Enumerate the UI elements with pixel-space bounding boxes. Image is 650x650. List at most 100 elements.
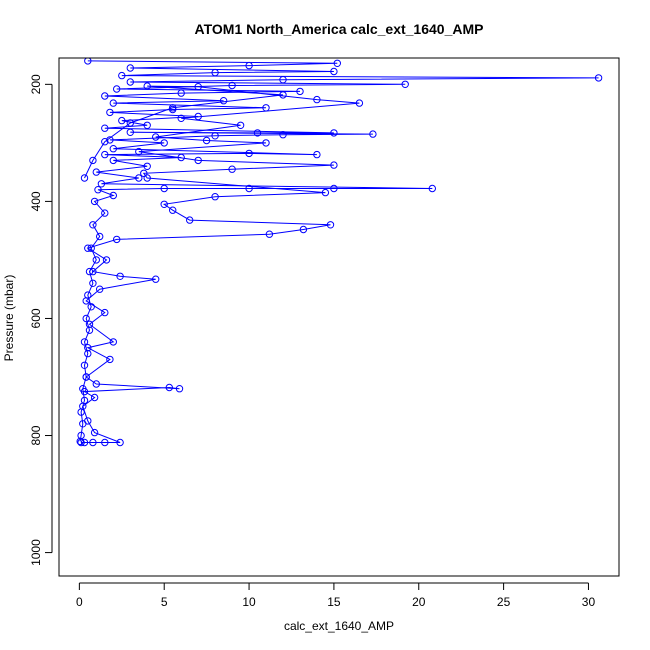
data-point xyxy=(428,184,436,193)
data-point xyxy=(101,124,109,132)
data-point xyxy=(355,99,364,107)
data-point xyxy=(106,108,114,117)
axis-layer: 0 5 10 15 20 25 30 200 400 600 800 1000 xyxy=(29,74,595,609)
data-point xyxy=(113,85,121,93)
data-point xyxy=(175,385,184,393)
data-point xyxy=(236,121,245,130)
data-point xyxy=(79,402,87,410)
x-tick-label: 5 xyxy=(161,595,168,609)
data-point xyxy=(160,200,168,209)
data-point xyxy=(92,380,101,388)
data-point xyxy=(77,431,85,440)
data-point xyxy=(313,95,321,104)
data-point xyxy=(90,197,99,206)
data-point xyxy=(82,297,90,305)
data-point xyxy=(333,59,341,67)
data-point xyxy=(80,387,89,396)
chart-title: ATOM1 North_America calc_ext_1640_AMP xyxy=(195,21,484,37)
data-point xyxy=(169,104,177,112)
data-point xyxy=(89,156,97,165)
data-point xyxy=(126,64,135,72)
data-point xyxy=(299,225,308,234)
data-point xyxy=(135,174,143,182)
data-point xyxy=(80,438,89,447)
data-point xyxy=(101,308,109,317)
data-point xyxy=(143,121,151,130)
data-point xyxy=(152,133,160,141)
data-point xyxy=(177,89,185,97)
data-point xyxy=(85,320,94,328)
data-point xyxy=(89,438,97,447)
data-point xyxy=(165,383,174,392)
data-point xyxy=(113,235,121,244)
y-tick-label: 1000 xyxy=(29,539,43,566)
data-point xyxy=(143,174,151,182)
data-point xyxy=(118,116,126,125)
data-point xyxy=(594,74,603,82)
data-point xyxy=(106,355,114,364)
data-point xyxy=(228,165,236,173)
data-point xyxy=(194,156,202,165)
data-point xyxy=(330,161,338,169)
data-point xyxy=(118,71,126,80)
data-point xyxy=(245,184,253,193)
data-point xyxy=(279,91,287,99)
data-point xyxy=(109,99,118,107)
data-point xyxy=(109,338,118,346)
data-point xyxy=(126,128,135,137)
data-point xyxy=(160,139,168,147)
plot-frame xyxy=(58,57,620,577)
data-point xyxy=(109,191,118,200)
y-tick-label: 400 xyxy=(29,191,43,211)
data-point xyxy=(82,314,90,323)
data-point xyxy=(92,256,101,264)
data-point xyxy=(80,174,89,182)
data-point xyxy=(126,119,135,127)
data-point xyxy=(96,285,104,293)
data-point xyxy=(265,230,274,238)
data-point xyxy=(92,168,101,176)
data-point xyxy=(211,193,219,201)
x-tick-label: 20 xyxy=(412,595,426,609)
data-point xyxy=(80,338,89,346)
series-line-2 xyxy=(81,85,360,443)
data-point xyxy=(279,76,287,84)
x-tick-label: 30 xyxy=(582,595,596,609)
data-point xyxy=(109,156,118,165)
data-point xyxy=(186,216,194,224)
data-point xyxy=(330,184,338,193)
data-point xyxy=(84,417,92,425)
data-point xyxy=(89,279,97,287)
data-point xyxy=(101,92,109,100)
data-point xyxy=(211,132,219,140)
data-point xyxy=(253,129,262,137)
x-tick-label: 15 xyxy=(327,595,341,609)
data-point xyxy=(116,438,124,447)
data-point xyxy=(194,83,202,91)
data-point xyxy=(330,67,338,76)
data-point xyxy=(219,97,228,105)
data-point xyxy=(96,232,104,241)
data-point xyxy=(80,361,89,369)
y-tick-label: 600 xyxy=(29,308,43,328)
data-point xyxy=(228,81,236,90)
data-point xyxy=(90,428,99,437)
y-tick-label: 200 xyxy=(29,74,43,94)
y-axis-label: Pressure (mbar) xyxy=(2,275,16,362)
data-point xyxy=(401,80,409,89)
data-point xyxy=(77,438,85,447)
data-point xyxy=(135,147,143,156)
data-point xyxy=(326,221,335,229)
data-point xyxy=(140,169,148,178)
data-point xyxy=(143,82,151,90)
data-point xyxy=(101,138,109,146)
x-tick-label: 0 xyxy=(76,595,83,609)
data-point xyxy=(82,373,90,381)
x-tick-label: 25 xyxy=(497,595,511,609)
data-point xyxy=(211,68,219,77)
series-line-1 xyxy=(79,60,599,442)
data-point xyxy=(169,206,177,214)
data-point xyxy=(202,136,211,145)
